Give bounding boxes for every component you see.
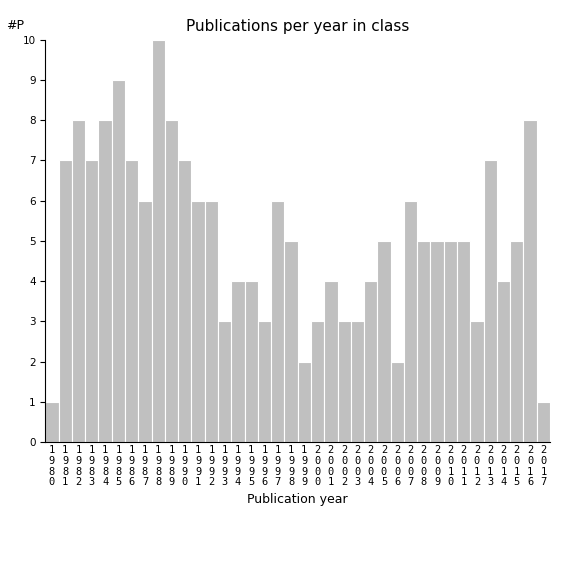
Bar [430,241,444,442]
Bar [45,402,58,442]
Title: Publications per year in class: Publications per year in class [186,19,409,35]
Bar [537,402,550,442]
Bar [192,201,205,442]
Bar [510,241,523,442]
Bar [58,160,72,442]
Bar [165,120,178,442]
Bar [244,281,258,442]
Bar [364,281,378,442]
Bar [112,80,125,442]
Bar [99,120,112,442]
Bar [125,160,138,442]
Bar [72,120,85,442]
Bar [404,201,417,442]
X-axis label: Publication year: Publication year [247,493,348,506]
Bar [337,321,351,442]
Bar [378,241,391,442]
Bar [271,201,285,442]
Bar [218,321,231,442]
Bar [258,321,271,442]
Bar [298,362,311,442]
Bar [417,241,430,442]
Bar [457,241,470,442]
Bar [285,241,298,442]
Bar [151,40,165,442]
Y-axis label: #P: #P [6,19,24,32]
Bar [351,321,364,442]
Bar [444,241,457,442]
Bar [391,362,404,442]
Bar [311,321,324,442]
Bar [324,281,337,442]
Bar [138,201,151,442]
Bar [205,201,218,442]
Bar [178,160,192,442]
Bar [231,281,244,442]
Bar [484,160,497,442]
Bar [497,281,510,442]
Bar [85,160,99,442]
Bar [470,321,484,442]
Bar [523,120,537,442]
